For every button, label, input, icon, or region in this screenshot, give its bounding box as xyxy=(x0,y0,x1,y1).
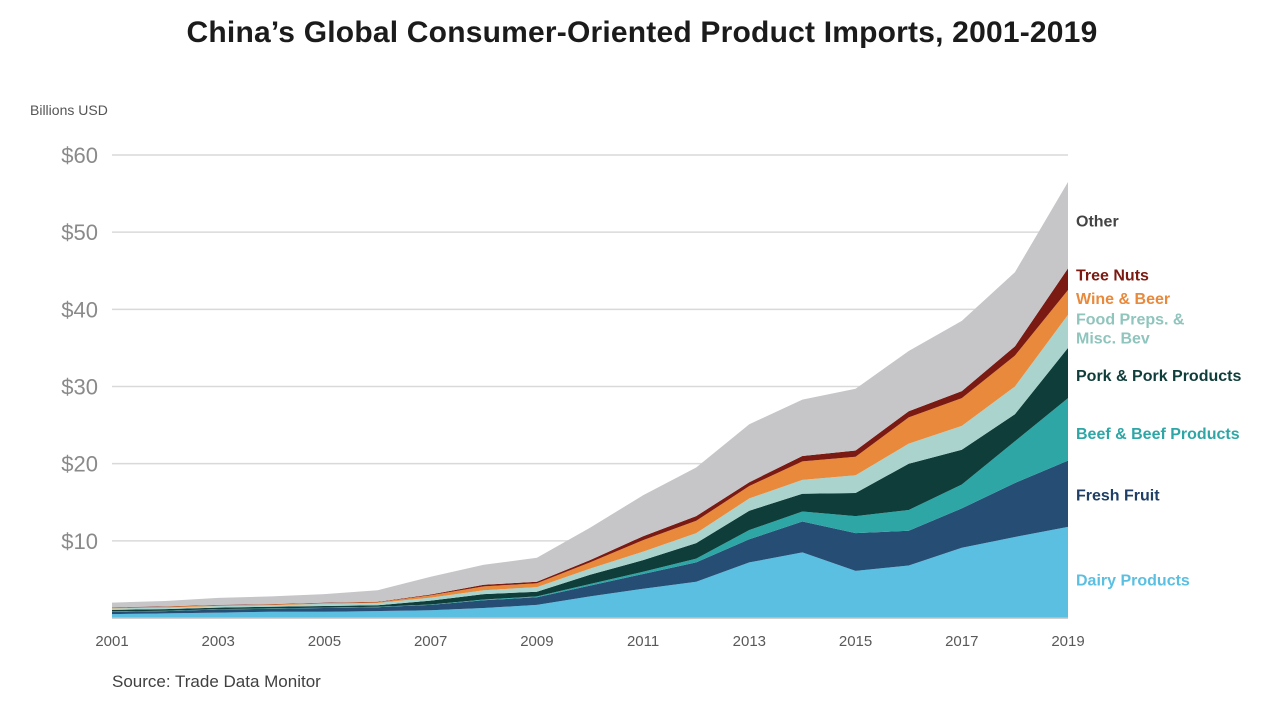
x-tick-label: 2007 xyxy=(414,633,447,650)
x-tick-label: 2013 xyxy=(733,633,766,650)
x-tick-label: 2019 xyxy=(1051,633,1084,650)
y-tick-label: $40 xyxy=(61,297,98,322)
series-label: Other xyxy=(1076,214,1119,231)
series-label: Fresh Fruit xyxy=(1076,488,1160,505)
x-tick-label: 2003 xyxy=(202,633,235,650)
x-tick-label: 2009 xyxy=(520,633,553,650)
y-tick-label: $60 xyxy=(61,143,98,168)
series-label: Misc. Bev xyxy=(1076,331,1150,348)
series-label: Wine & Beer xyxy=(1076,291,1170,308)
area-series-dairy-products xyxy=(112,526,1068,618)
x-tick-label: 2017 xyxy=(945,633,978,650)
y-axis-unit-label: Billions USD xyxy=(30,102,108,118)
y-tick-label: $10 xyxy=(61,529,98,554)
source-note: Source: Trade Data Monitor xyxy=(112,672,321,691)
y-tick-label: $20 xyxy=(61,452,98,477)
area-series-wine-beer xyxy=(112,290,1068,609)
series-label: Beef & Beef Products xyxy=(1076,426,1240,443)
x-tick-label: 2001 xyxy=(95,633,128,650)
chart-title: China’s Global Consumer-Oriented Product… xyxy=(186,16,1098,49)
series-label: Food Preps. & xyxy=(1076,312,1185,329)
y-tick-label: $50 xyxy=(61,220,98,245)
area-series-tree-nuts xyxy=(112,268,1068,608)
y-tick-label: $30 xyxy=(61,375,98,400)
series-label: Dairy Products xyxy=(1076,572,1190,589)
series-label: Pork & Pork Products xyxy=(1076,368,1241,385)
x-tick-label: 2015 xyxy=(839,633,872,650)
x-tick-label: 2005 xyxy=(308,633,341,650)
area-series-fresh-fruit xyxy=(112,460,1068,615)
x-tick-label: 2011 xyxy=(627,633,659,650)
series-label: Tree Nuts xyxy=(1076,268,1149,285)
area-series-other xyxy=(112,182,1068,608)
